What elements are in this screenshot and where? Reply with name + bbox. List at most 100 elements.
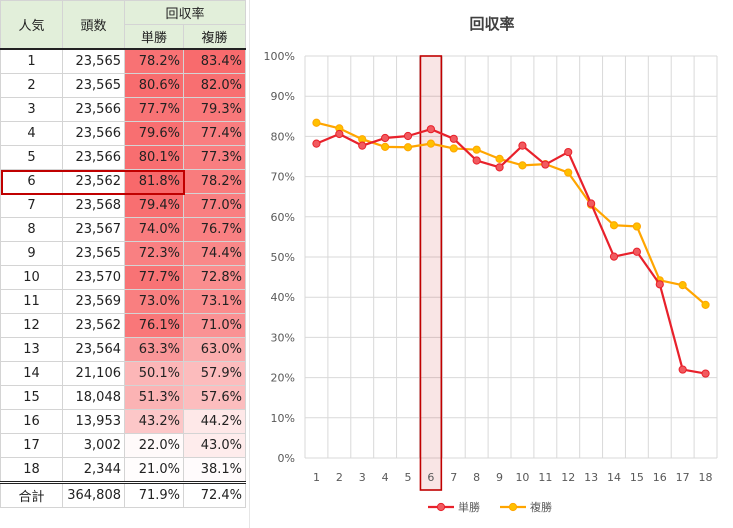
header-place[interactable]: 複勝 <box>183 24 246 50</box>
legend: 単勝 複勝 <box>428 500 552 514</box>
win-rate-cell[interactable]: 21.0% <box>124 457 184 483</box>
data-point-win <box>678 365 687 374</box>
popularity-cell[interactable]: 6 <box>0 169 63 194</box>
win-rate-cell[interactable]: 63.3% <box>124 337 184 362</box>
win-rate-cell[interactable]: 43.2% <box>124 409 184 434</box>
win-rate-cell[interactable]: 51.3% <box>124 385 184 410</box>
count-cell[interactable]: 23,566 <box>62 145 125 170</box>
win-rate-cell[interactable]: 72.3% <box>124 241 184 266</box>
x-tick-label: 10 <box>515 471 529 484</box>
popularity-cell[interactable]: 2 <box>0 73 63 98</box>
popularity-cell[interactable]: 11 <box>0 289 63 314</box>
win-rate-cell[interactable]: 77.7% <box>124 97 184 122</box>
place-rate-cell[interactable]: 43.0% <box>183 433 246 458</box>
header-win[interactable]: 単勝 <box>124 24 184 50</box>
popularity-cell[interactable]: 13 <box>0 337 63 362</box>
pane-divider <box>249 0 250 528</box>
place-rate-cell[interactable]: 57.6% <box>183 385 246 410</box>
count-cell[interactable]: 23,565 <box>62 241 125 266</box>
popularity-cell[interactable]: 12 <box>0 313 63 338</box>
win-rate-cell[interactable]: 50.1% <box>124 361 184 386</box>
count-cell[interactable]: 23,568 <box>62 193 125 218</box>
place-rate-cell[interactable]: 78.2% <box>183 169 246 194</box>
win-rate-cell[interactable]: 76.1% <box>124 313 184 338</box>
count-cell[interactable]: 23,564 <box>62 337 125 362</box>
header-count[interactable]: 頭数 <box>62 0 125 50</box>
place-rate-cell[interactable]: 44.2% <box>183 409 246 434</box>
place-rate-cell[interactable]: 63.0% <box>183 337 246 362</box>
place-rate-cell[interactable]: 82.0% <box>183 73 246 98</box>
count-cell[interactable]: 13,953 <box>62 409 125 434</box>
data-point-win <box>701 369 710 378</box>
place-rate-cell[interactable]: 72.8% <box>183 265 246 290</box>
place-rate-cell[interactable]: 83.4% <box>183 48 246 74</box>
count-cell[interactable]: 23,565 <box>62 48 125 74</box>
table-row: 8 23,567 74.0% 76.7% <box>0 217 246 242</box>
popularity-cell[interactable]: 17 <box>0 433 63 458</box>
header-popularity[interactable]: 人気 <box>0 0 63 50</box>
count-cell[interactable]: 18,048 <box>62 385 125 410</box>
y-tick-label: 20% <box>271 372 295 385</box>
win-rate-cell[interactable]: 80.6% <box>124 73 184 98</box>
place-rate-cell[interactable]: 72.4% <box>183 481 246 508</box>
win-rate-cell[interactable]: 22.0% <box>124 433 184 458</box>
win-rate-cell[interactable]: 81.8% <box>124 169 184 194</box>
place-rate-cell[interactable]: 77.3% <box>183 145 246 170</box>
count-cell[interactable]: 21,106 <box>62 361 125 386</box>
count-cell[interactable]: 23,565 <box>62 73 125 98</box>
win-rate-cell[interactable]: 79.4% <box>124 193 184 218</box>
data-point-win <box>495 163 504 172</box>
popularity-cell[interactable]: 4 <box>0 121 63 146</box>
count-cell[interactable]: 364,808 <box>62 481 125 508</box>
popularity-cell[interactable]: 16 <box>0 409 63 434</box>
place-rate-cell[interactable]: 73.1% <box>183 289 246 314</box>
place-rate-cell[interactable]: 57.9% <box>183 361 246 386</box>
win-rate-cell[interactable]: 77.7% <box>124 265 184 290</box>
place-rate-cell[interactable]: 74.4% <box>183 241 246 266</box>
popularity-cell[interactable]: 15 <box>0 385 63 410</box>
y-tick-label: 90% <box>271 90 295 103</box>
count-cell[interactable]: 23,566 <box>62 97 125 122</box>
popularity-cell[interactable]: 8 <box>0 217 63 242</box>
data-point-win <box>655 280 664 289</box>
header-return-rate[interactable]: 回収率 <box>124 0 246 25</box>
data-point-win <box>587 199 596 208</box>
x-tick-label: 15 <box>630 471 644 484</box>
win-rate-cell[interactable]: 73.0% <box>124 289 184 314</box>
place-rate-cell[interactable]: 77.0% <box>183 193 246 218</box>
table-row: 14 21,106 50.1% 57.9% <box>0 361 246 386</box>
total-row: 合計 364,808 71.9% 72.4% <box>0 481 246 508</box>
count-cell[interactable]: 23,562 <box>62 169 125 194</box>
win-rate-cell[interactable]: 80.1% <box>124 145 184 170</box>
chart-svg: 回収率 0%10%20%30%40%50%60%70%80%90%100%1 2 3… <box>264 15 718 514</box>
popularity-cell[interactable]: 18 <box>0 457 63 483</box>
data-point-win <box>381 133 390 143</box>
popularity-cell[interactable]: 10 <box>0 265 63 290</box>
count-cell[interactable]: 3,002 <box>62 433 125 458</box>
win-rate-cell[interactable]: 78.2% <box>124 48 184 74</box>
place-rate-cell[interactable]: 71.0% <box>183 313 246 338</box>
place-rate-cell[interactable]: 76.7% <box>183 217 246 242</box>
popularity-cell[interactable]: 7 <box>0 193 63 218</box>
count-cell[interactable]: 2,344 <box>62 457 125 483</box>
win-rate-cell[interactable]: 71.9% <box>124 481 184 508</box>
popularity-cell[interactable]: 5 <box>0 145 63 170</box>
popularity-cell[interactable]: 9 <box>0 241 63 266</box>
popularity-cell[interactable]: 1 <box>0 48 63 74</box>
count-cell[interactable]: 23,567 <box>62 217 125 242</box>
place-rate-cell[interactable]: 79.3% <box>183 97 246 122</box>
popularity-cell[interactable]: 3 <box>0 97 63 122</box>
place-rate-cell[interactable]: 77.4% <box>183 121 246 146</box>
win-rate-cell[interactable]: 79.6% <box>124 121 184 146</box>
win-rate-cell[interactable]: 74.0% <box>124 217 184 242</box>
count-cell[interactable]: 23,570 <box>62 265 125 290</box>
count-cell[interactable]: 23,562 <box>62 313 125 338</box>
table-row: 18 2,344 21.0% 38.1% <box>0 457 246 483</box>
popularity-cell[interactable]: 合計 <box>0 481 63 508</box>
data-point-win <box>426 125 435 134</box>
count-cell[interactable]: 23,569 <box>62 289 125 314</box>
count-cell[interactable]: 23,566 <box>62 121 125 146</box>
data-point-place <box>495 154 504 164</box>
popularity-cell[interactable]: 14 <box>0 361 63 386</box>
place-rate-cell[interactable]: 38.1% <box>183 457 246 483</box>
